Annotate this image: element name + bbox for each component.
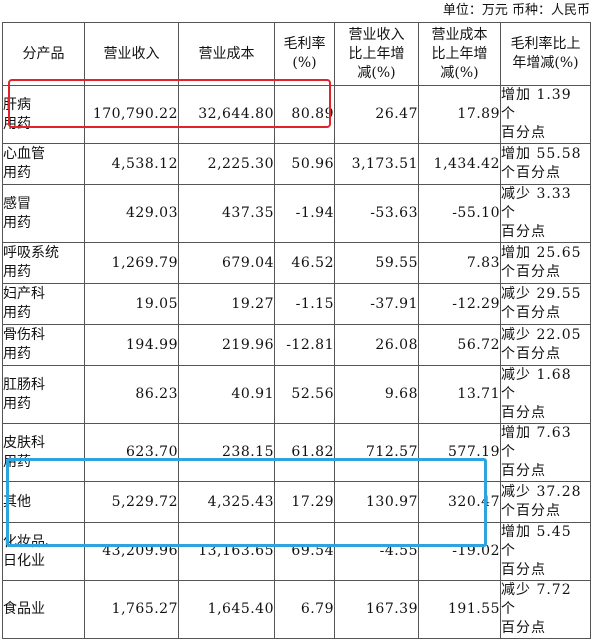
table-row: 肛肠科 用药 86.23 40.91 52.56 9.68 13.71 减少 1.68 个百分… [2, 365, 591, 424]
margin-change-cell: 减少 37.28 个百分点 [500, 481, 591, 523]
revenue-change-cell: 9.68 [334, 365, 419, 424]
revenue-change-cell: 712.57 [334, 423, 419, 482]
table-row: 妇产科 用药 19.05 19.27 -1.15 -37.91 -12.29 减少 29.55… [2, 283, 591, 325]
cost-cell: 40.91 [178, 365, 275, 424]
highlight-box-liver-drugs [8, 79, 331, 128]
cost-cell: 4,325.43 [178, 481, 275, 523]
table-row: 皮肤科 用药 623.70 238.15 61.82 712.57 577.19 增加 7.6… [2, 423, 591, 482]
cost-change-cell: 1,434.42 [418, 143, 501, 185]
margin-change-cell: 减少 22.05 个百分点 [500, 324, 591, 366]
header-revenue: 营业收入 [84, 22, 179, 86]
revenue-change-cell: 3,173.51 [334, 143, 419, 185]
margin-change-cell: 增加 5.45 个百分点 [500, 522, 591, 581]
revenue-change-cell: 167.39 [334, 580, 419, 639]
product-name-cell: 心血管 用药 [2, 143, 85, 185]
product-name-cell: 食品业 [2, 580, 85, 639]
margin-change-cell: 减少 29.55 个百分点 [500, 283, 591, 325]
table-row: 感冒 用药 429.03 437.35 -1.94 -53.63 -55.10 减少 3.33… [2, 184, 591, 243]
cost-cell: 219.96 [178, 324, 275, 366]
revenue-cell: 5,229.72 [84, 481, 179, 523]
table-row: 其他 5,229.72 4,325.43 17.29 130.97 320.47 减少 37… [2, 481, 591, 523]
product-name-cell: 呼吸系统 用药 [2, 242, 85, 284]
margin-change-cell: 减少 7.72 个百分点 [500, 580, 591, 639]
unit-currency-note: 单位：万元 币种：人民币 [442, 3, 590, 18]
revenue-cell: 19.05 [84, 283, 179, 325]
revenue-change-cell: 26.47 [334, 85, 419, 144]
product-name-cell: 肛肠科 用药 [2, 365, 85, 424]
cost-change-cell: 577.19 [418, 423, 501, 482]
gross-margin-cell: 6.79 [274, 580, 335, 639]
cost-change-cell: 191.55 [418, 580, 501, 639]
cost-change-cell: -55.10 [418, 184, 501, 243]
margin-change-cell: 增加 7.63 个百分点 [500, 423, 591, 482]
header-product: 分产品 [2, 22, 85, 86]
product-name-cell: 妇产科 用药 [2, 283, 85, 325]
header-cost-change: 营业成本 比上年增 减(%) [418, 22, 501, 86]
revenue-cell: 86.23 [84, 365, 179, 424]
table-row: 食品业 1,765.27 1,645.40 6.79 167.39 191.55 减少 7.… [2, 580, 591, 639]
revenue-change-cell: 26.08 [334, 324, 419, 366]
margin-change-cell: 减少 3.33 个百分点 [500, 184, 591, 243]
cost-cell: 1,645.40 [178, 580, 275, 639]
product-name-cell: 皮肤科 用药 [2, 423, 85, 482]
cost-cell: 2,225.30 [178, 143, 275, 185]
margin-change-cell: 增加 25.65 个百分点 [500, 242, 591, 284]
revenue-change-cell: -53.63 [334, 184, 419, 243]
cost-change-cell: 56.72 [418, 324, 501, 366]
gross-margin-cell: 17.29 [274, 481, 335, 523]
product-name-cell: 其他 [2, 481, 85, 523]
cost-cell: 238.15 [178, 423, 275, 482]
header-cost: 营业成本 [178, 22, 275, 86]
product-name-cell: 骨伤科 用药 [2, 324, 85, 366]
cost-cell: 32,644.80 [178, 85, 275, 144]
cost-change-cell: 17.89 [418, 85, 501, 144]
revenue-cell: 623.70 [84, 423, 179, 482]
gross-margin-cell: 50.96 [274, 143, 335, 185]
revenue-change-cell: -37.91 [334, 283, 419, 325]
cost-cell: 19.27 [178, 283, 275, 325]
cost-change-cell: 13.71 [418, 365, 501, 424]
revenue-cell: 1,765.27 [84, 580, 179, 639]
revenue-cell: 194.99 [84, 324, 179, 366]
header-gross-margin: 毛利率 (%) [274, 22, 335, 86]
header-revenue-change: 营业收入 比上年增 减(%) [334, 22, 419, 86]
gross-margin-cell: -12.81 [274, 324, 335, 366]
revenue-cell: 1,269.79 [84, 242, 179, 284]
margin-change-cell: 增加 55.58 个百分点 [500, 143, 591, 185]
gross-margin-cell: -1.94 [274, 184, 335, 243]
product-name-cell: 感冒 用药 [2, 184, 85, 243]
table-row: 呼吸系统 用药 1,269.79 679.04 46.52 59.55 7.83 增加 25.… [2, 242, 591, 284]
table-row: 心血管 用药 4,538.12 2,225.30 50.96 3,173.51 1,434.… [2, 143, 591, 185]
table-row: 骨伤科 用药 194.99 219.96 -12.81 26.08 56.72 减少 22.0… [2, 324, 591, 366]
cost-cell: 679.04 [178, 242, 275, 284]
margin-change-cell: 减少 1.68 个百分点 [500, 365, 591, 424]
cost-cell: 437.35 [178, 184, 275, 243]
revenue-cell: 4,538.12 [84, 143, 179, 185]
cost-change-cell: 7.83 [418, 242, 501, 284]
revenue-cell: 429.03 [84, 184, 179, 243]
gross-margin-cell: 52.56 [274, 365, 335, 424]
header-margin-change: 毛利率比上 年增减(%) [500, 22, 591, 86]
gross-margin-cell: 46.52 [274, 242, 335, 284]
gross-margin-cell: -1.15 [274, 283, 335, 325]
highlight-box-cosmetics-food [6, 458, 487, 547]
revenue-change-cell: 59.55 [334, 242, 419, 284]
cost-change-cell: -12.29 [418, 283, 501, 325]
table-header-row: 分产品 营业收入 营业成本 毛利率 (%) 营业收入 比上年增 减(%) 营业成本 比上… [2, 22, 591, 86]
margin-change-cell: 增加 1.39 个百分点 [500, 85, 591, 144]
revenue-change-cell: 130.97 [334, 481, 419, 523]
table-row: 肝病 用药 170,790.22 32,644.80 80.89 26.47 17.89 增加… [2, 85, 591, 144]
